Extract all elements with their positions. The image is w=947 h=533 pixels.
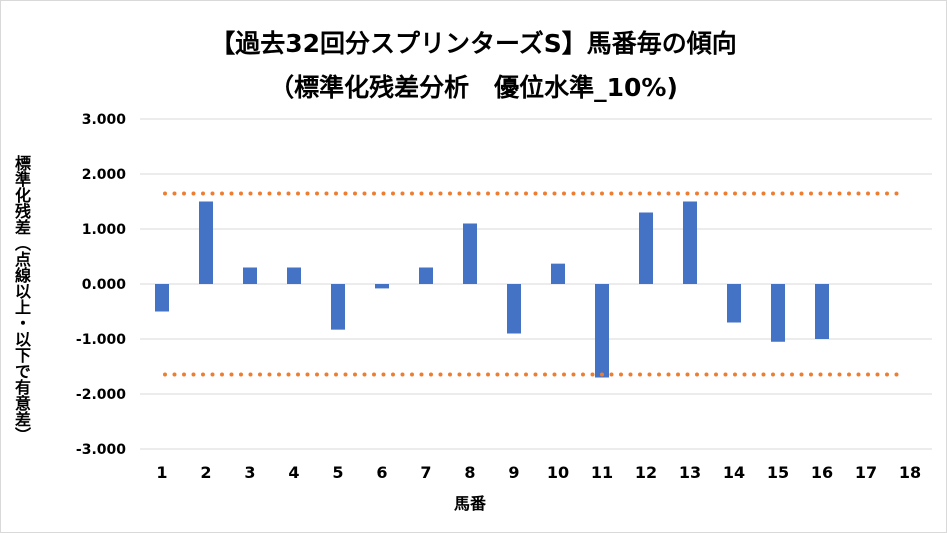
x-tick-label: 16 — [811, 463, 833, 482]
y-tick-label: 1.000 — [82, 222, 127, 238]
chart-title: 【過去32回分スプリンターズS】馬番毎の傾向 — [210, 29, 737, 58]
x-tick-label: 1 — [156, 463, 167, 482]
x-tick-label: 17 — [855, 463, 877, 482]
bar — [727, 284, 741, 323]
x-tick-label: 7 — [420, 463, 431, 482]
x-tick-label: 5 — [332, 463, 343, 482]
x-tick-label: 2 — [200, 463, 211, 482]
chart-subtitle: （標準化残差分析 優位水準_10%) — [269, 73, 678, 102]
bar — [155, 284, 169, 312]
y-tick-label: 3.000 — [82, 112, 127, 128]
bar — [507, 284, 521, 334]
x-tick-label: 14 — [723, 463, 745, 482]
bar — [287, 267, 301, 284]
y-tick-label: 2.000 — [82, 167, 127, 183]
bar — [683, 201, 697, 284]
bar — [199, 201, 213, 284]
bar — [419, 267, 433, 284]
x-tick-label: 8 — [464, 463, 475, 482]
bar — [463, 223, 477, 284]
x-tick-label: 4 — [288, 463, 299, 482]
bar — [639, 212, 653, 284]
x-tick-label: 11 — [591, 463, 613, 482]
x-tick-label: 15 — [767, 463, 789, 482]
bar — [551, 263, 565, 284]
x-axis-label: 馬番 — [453, 494, 486, 513]
x-tick-label: 6 — [376, 463, 387, 482]
y-tick-label: 0.000 — [82, 277, 127, 293]
x-tick-label: 10 — [547, 463, 569, 482]
bar — [243, 267, 257, 284]
y-tick-label: -1.000 — [76, 332, 126, 348]
y-tick-label: -3.000 — [76, 442, 126, 458]
x-tick-label: 3 — [244, 463, 255, 482]
x-tick-label: 13 — [679, 463, 701, 482]
y-axis-label: 標準化残差（点線以上・以下で有意差） — [12, 155, 31, 443]
bar — [595, 284, 609, 378]
x-tick-label: 9 — [508, 463, 519, 482]
bar — [815, 284, 829, 339]
y-tick-label: -2.000 — [76, 387, 126, 403]
x-tick-label: 12 — [635, 463, 657, 482]
bar — [331, 284, 345, 330]
bar — [375, 284, 389, 289]
bar — [771, 284, 785, 342]
x-tick-label: 18 — [899, 463, 921, 482]
